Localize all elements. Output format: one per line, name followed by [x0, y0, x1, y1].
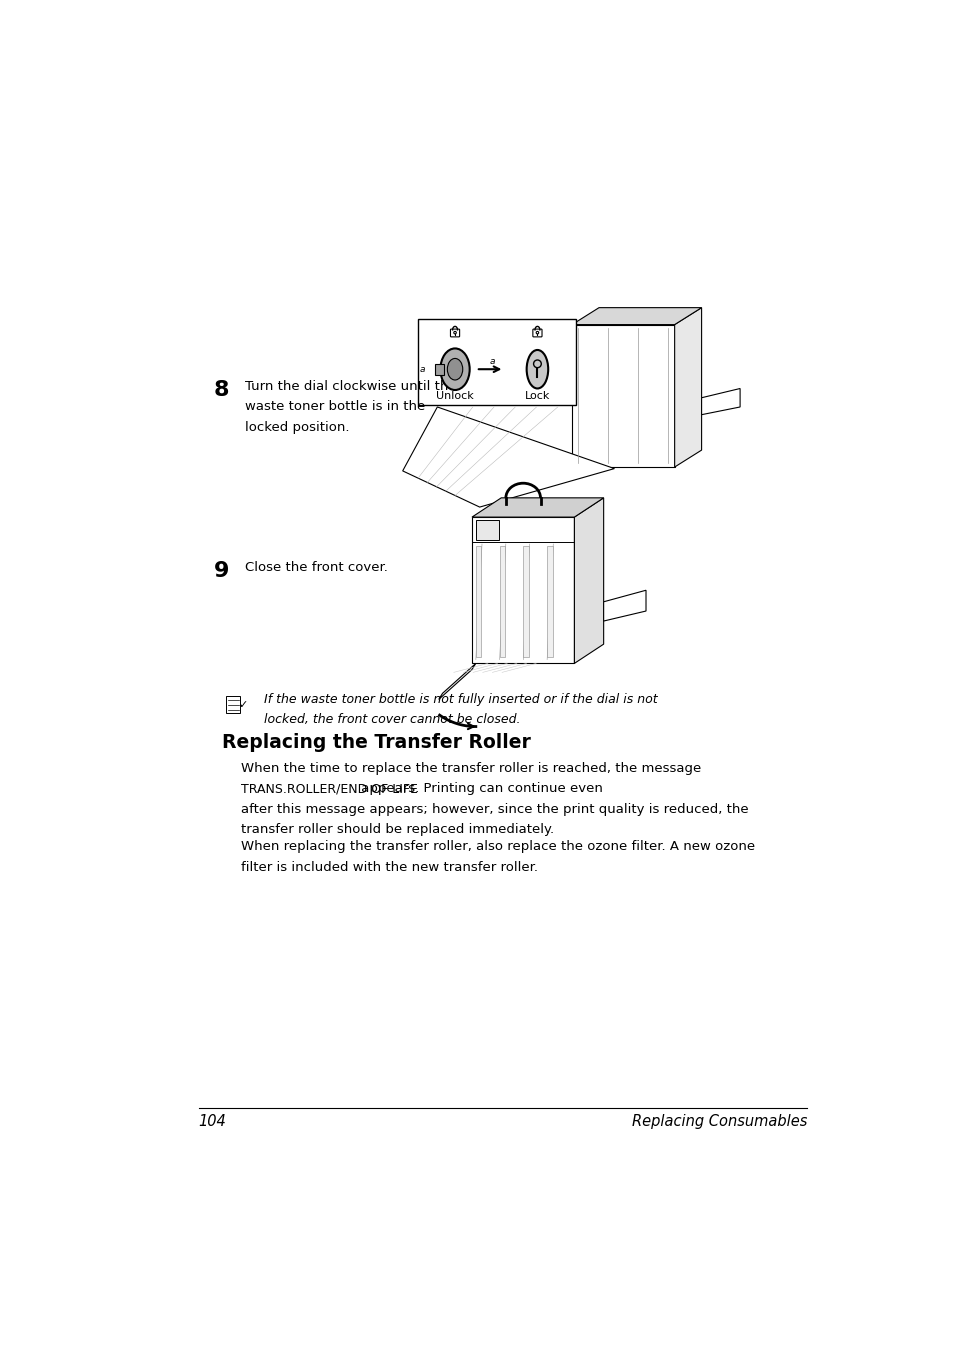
- Text: Unlock: Unlock: [436, 392, 474, 401]
- FancyBboxPatch shape: [417, 319, 576, 405]
- Circle shape: [454, 331, 456, 334]
- FancyBboxPatch shape: [226, 696, 240, 713]
- Text: transfer roller should be replaced immediately.: transfer roller should be replaced immed…: [241, 823, 554, 836]
- Polygon shape: [674, 308, 700, 467]
- Bar: [435, 363, 444, 374]
- Text: 104: 104: [198, 1113, 226, 1129]
- Polygon shape: [572, 308, 700, 324]
- Ellipse shape: [440, 349, 469, 390]
- Bar: [523, 546, 528, 657]
- Text: after this message appears; however, since the print quality is reduced, the: after this message appears; however, sin…: [241, 802, 748, 816]
- Text: waste toner bottle is in the: waste toner bottle is in the: [245, 400, 425, 413]
- Bar: [476, 546, 480, 657]
- Text: Lock: Lock: [524, 392, 550, 401]
- Text: Replacing Consumables: Replacing Consumables: [631, 1113, 806, 1129]
- Text: appears. Printing can continue even: appears. Printing can continue even: [357, 782, 602, 796]
- Polygon shape: [472, 497, 603, 517]
- Text: a: a: [489, 357, 495, 366]
- Text: When replacing the transfer roller, also replace the ozone filter. A new ozone: When replacing the transfer roller, also…: [241, 840, 755, 854]
- Text: When the time to replace the transfer roller is reached, the message: When the time to replace the transfer ro…: [241, 762, 700, 775]
- Polygon shape: [603, 590, 645, 621]
- Text: 9: 9: [213, 561, 229, 581]
- Bar: [472, 517, 574, 663]
- Text: Close the front cover.: Close the front cover.: [245, 561, 387, 574]
- Bar: [499, 546, 504, 657]
- Text: If the waste toner bottle is not fully inserted or if the dial is not: If the waste toner bottle is not fully i…: [264, 693, 657, 705]
- Ellipse shape: [447, 358, 462, 380]
- Bar: [547, 546, 552, 657]
- Polygon shape: [700, 389, 740, 415]
- Polygon shape: [438, 663, 476, 700]
- FancyBboxPatch shape: [533, 330, 541, 336]
- Text: locked position.: locked position.: [245, 422, 349, 434]
- Text: TRANS.ROLLER/END OF LIFE: TRANS.ROLLER/END OF LIFE: [241, 782, 417, 796]
- Text: Replacing the Transfer Roller: Replacing the Transfer Roller: [221, 732, 530, 751]
- FancyBboxPatch shape: [450, 330, 459, 336]
- Text: a: a: [419, 365, 425, 374]
- Bar: [476, 520, 498, 540]
- Ellipse shape: [526, 350, 548, 389]
- Text: locked, the front cover cannot be closed.: locked, the front cover cannot be closed…: [264, 713, 520, 725]
- Polygon shape: [574, 497, 603, 663]
- Text: filter is included with the new transfer roller.: filter is included with the new transfer…: [241, 861, 537, 874]
- Bar: [572, 324, 674, 467]
- Text: Turn the dial clockwise until the: Turn the dial clockwise until the: [245, 380, 456, 393]
- Polygon shape: [402, 407, 614, 507]
- Circle shape: [533, 359, 540, 367]
- Circle shape: [536, 331, 538, 334]
- Text: ✓: ✓: [238, 700, 248, 711]
- Text: 8: 8: [213, 380, 230, 400]
